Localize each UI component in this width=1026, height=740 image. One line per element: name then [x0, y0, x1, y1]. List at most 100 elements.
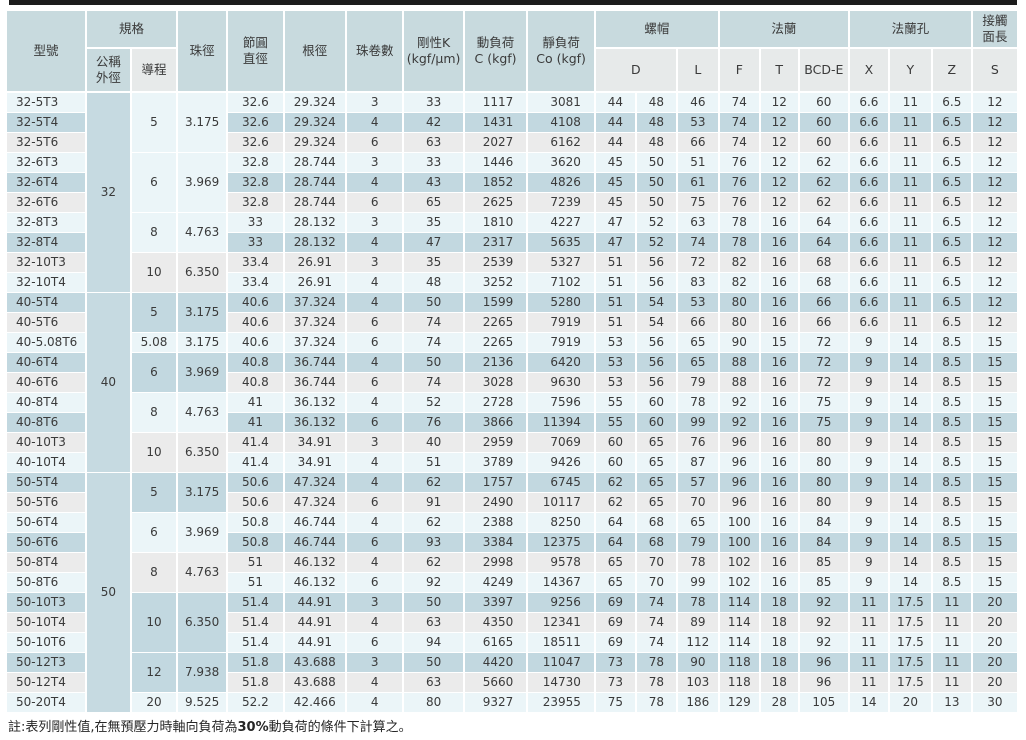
static-load-cell: 7069: [528, 433, 596, 453]
root-dia-cell: 36.744: [284, 353, 348, 373]
hole-x-cell: 9: [849, 393, 890, 413]
static-load-cell: 3620: [528, 153, 596, 173]
flange-t-cell: 16: [760, 493, 800, 513]
nut-l-cell: 75: [677, 193, 720, 213]
flange-bcd-e-cell: 62: [799, 153, 850, 173]
model-cell: 50-10T4: [7, 613, 87, 633]
model-cell: 50-20T4: [7, 693, 87, 713]
nut-d2-cell: 56: [636, 333, 678, 353]
static-load-cell: 7919: [528, 313, 596, 333]
flange-bcd-e-cell: 80: [799, 453, 850, 473]
contact-s-cell: 12: [972, 133, 1019, 153]
col-header-dynamic-load: 動負荷 C (kgf): [464, 11, 529, 93]
rigidity-k-cell: 35: [404, 253, 465, 273]
dynamic-load-cell: 2728: [464, 393, 529, 413]
contact-s-cell: 12: [972, 293, 1019, 313]
flange-f-cell: 74: [719, 113, 761, 133]
hole-z-cell: 6.5: [932, 293, 973, 313]
pitch-dia-cell: 50.6: [228, 473, 285, 493]
lead-cell: 5: [131, 293, 179, 333]
static-load-cell: 6420: [528, 353, 596, 373]
hole-z-cell: 8.5: [932, 413, 973, 433]
nut-d2-cell: 74: [636, 613, 678, 633]
root-dia-cell: 28.132: [284, 233, 348, 253]
ball-turns-cell: 4: [347, 693, 405, 713]
table-row: 40-5T6 40.6 37.324 6 74 2265 7919 51 54 66 80 16 66 6…: [7, 313, 1019, 333]
flange-t-cell: 16: [760, 473, 800, 493]
contact-s-cell: 15: [972, 353, 1019, 373]
lead-cell: 8: [131, 213, 179, 253]
hole-z-cell: 13: [932, 693, 973, 713]
table-row: 32-10T3 10 6.350 33.4 26.91 3 35 2539 5327 51 56 72…: [7, 253, 1019, 293]
root-dia-cell: 34.91: [284, 433, 348, 453]
hole-x-cell: 6.6: [849, 233, 890, 253]
nut-d2-cell: 60: [636, 413, 678, 433]
hole-x-cell: 9: [849, 493, 890, 513]
contact-s-cell: 15: [972, 553, 1019, 573]
hole-x-cell: 9: [849, 533, 890, 553]
hole-z-cell: 8.5: [932, 573, 973, 593]
col-header-ball-dia: 珠徑: [178, 11, 229, 93]
col-header-nominal-od: 公稱 外徑: [86, 49, 132, 93]
dynamic-load-cell: 2998: [464, 553, 529, 573]
hole-y-cell: 14: [889, 353, 933, 373]
hole-z-cell: 11: [932, 613, 973, 633]
rigidity-k-cell: 65: [404, 193, 465, 213]
flange-bcd-e-cell: 60: [799, 93, 850, 113]
hole-y-cell: 14: [889, 453, 933, 473]
flange-f-cell: 129: [719, 693, 761, 713]
nut-d1-cell: 51: [595, 293, 637, 313]
root-dia-cell: 36.744: [284, 373, 348, 393]
table-row: 40-8T4 8 4.763 41 36.132 4 52 2728 7596 55 60 78 92 1…: [7, 393, 1019, 433]
nut-d1-cell: 55: [595, 413, 637, 433]
ball-turns-cell: 6: [347, 133, 405, 153]
ball-dia-cell: 3.175: [178, 473, 229, 513]
static-load-cell: 5635: [528, 233, 596, 253]
root-dia-cell: 26.91: [284, 253, 348, 273]
ball-turns-cell: 4: [347, 473, 405, 493]
lead-cell: 10: [131, 253, 179, 293]
flange-f-cell: 92: [719, 393, 761, 413]
root-dia-cell: 34.91: [284, 453, 348, 473]
flange-bcd-e-cell: 92: [799, 633, 850, 653]
hole-z-cell: 8.5: [932, 493, 973, 513]
col-header-rigidity: 剛性K (kgf/μm): [404, 11, 465, 93]
hole-z-cell: 6.5: [932, 213, 973, 233]
static-load-cell: 9630: [528, 373, 596, 393]
col-group-flange: 法蘭: [719, 11, 850, 49]
static-load-cell: 12375: [528, 533, 596, 553]
dynamic-load-cell: 1446: [464, 153, 529, 173]
flange-bcd-e-cell: 80: [799, 473, 850, 493]
root-dia-cell: 36.132: [284, 393, 348, 413]
static-load-cell: 14367: [528, 573, 596, 593]
nut-l-cell: 74: [677, 233, 720, 253]
nut-d2-cell: 48: [636, 93, 678, 113]
hole-z-cell: 11: [932, 653, 973, 673]
nut-l-cell: 90: [677, 653, 720, 673]
dynamic-load-cell: 3384: [464, 533, 529, 553]
col-group-spec: 規格: [86, 11, 179, 49]
model-cell: 32-6T3: [7, 153, 87, 173]
nut-d2-cell: 56: [636, 273, 678, 293]
static-load-cell: 11394: [528, 413, 596, 433]
contact-s-cell: 15: [972, 393, 1019, 413]
flange-t-cell: 16: [760, 353, 800, 373]
contact-s-cell: 12: [972, 273, 1019, 293]
hole-z-cell: 8.5: [932, 533, 973, 553]
table-row: 40-8T6 41 36.132 6 76 3866 11394 55 60 99 92 16 75 9 1…: [7, 413, 1019, 433]
pitch-dia-cell: 32.8: [228, 173, 285, 193]
pitch-dia-cell: 51.4: [228, 633, 285, 653]
ball-turns-cell: 4: [347, 513, 405, 533]
model-cell: 32-6T6: [7, 193, 87, 213]
contact-s-cell: 12: [972, 113, 1019, 133]
hole-y-cell: 14: [889, 393, 933, 413]
pitch-dia-cell: 41: [228, 393, 285, 413]
nut-d1-cell: 62: [595, 473, 637, 493]
root-dia-cell: 36.132: [284, 413, 348, 433]
dynamic-load-cell: 2027: [464, 133, 529, 153]
hole-x-cell: 6.6: [849, 173, 890, 193]
contact-s-cell: 15: [972, 373, 1019, 393]
table-row: 40-5T4 40 5 3.175 40.6 37.324 4 50 1599 5280 51 54 5…: [7, 293, 1019, 473]
rigidity-k-cell: 51: [404, 453, 465, 473]
flange-t-cell: 18: [760, 613, 800, 633]
